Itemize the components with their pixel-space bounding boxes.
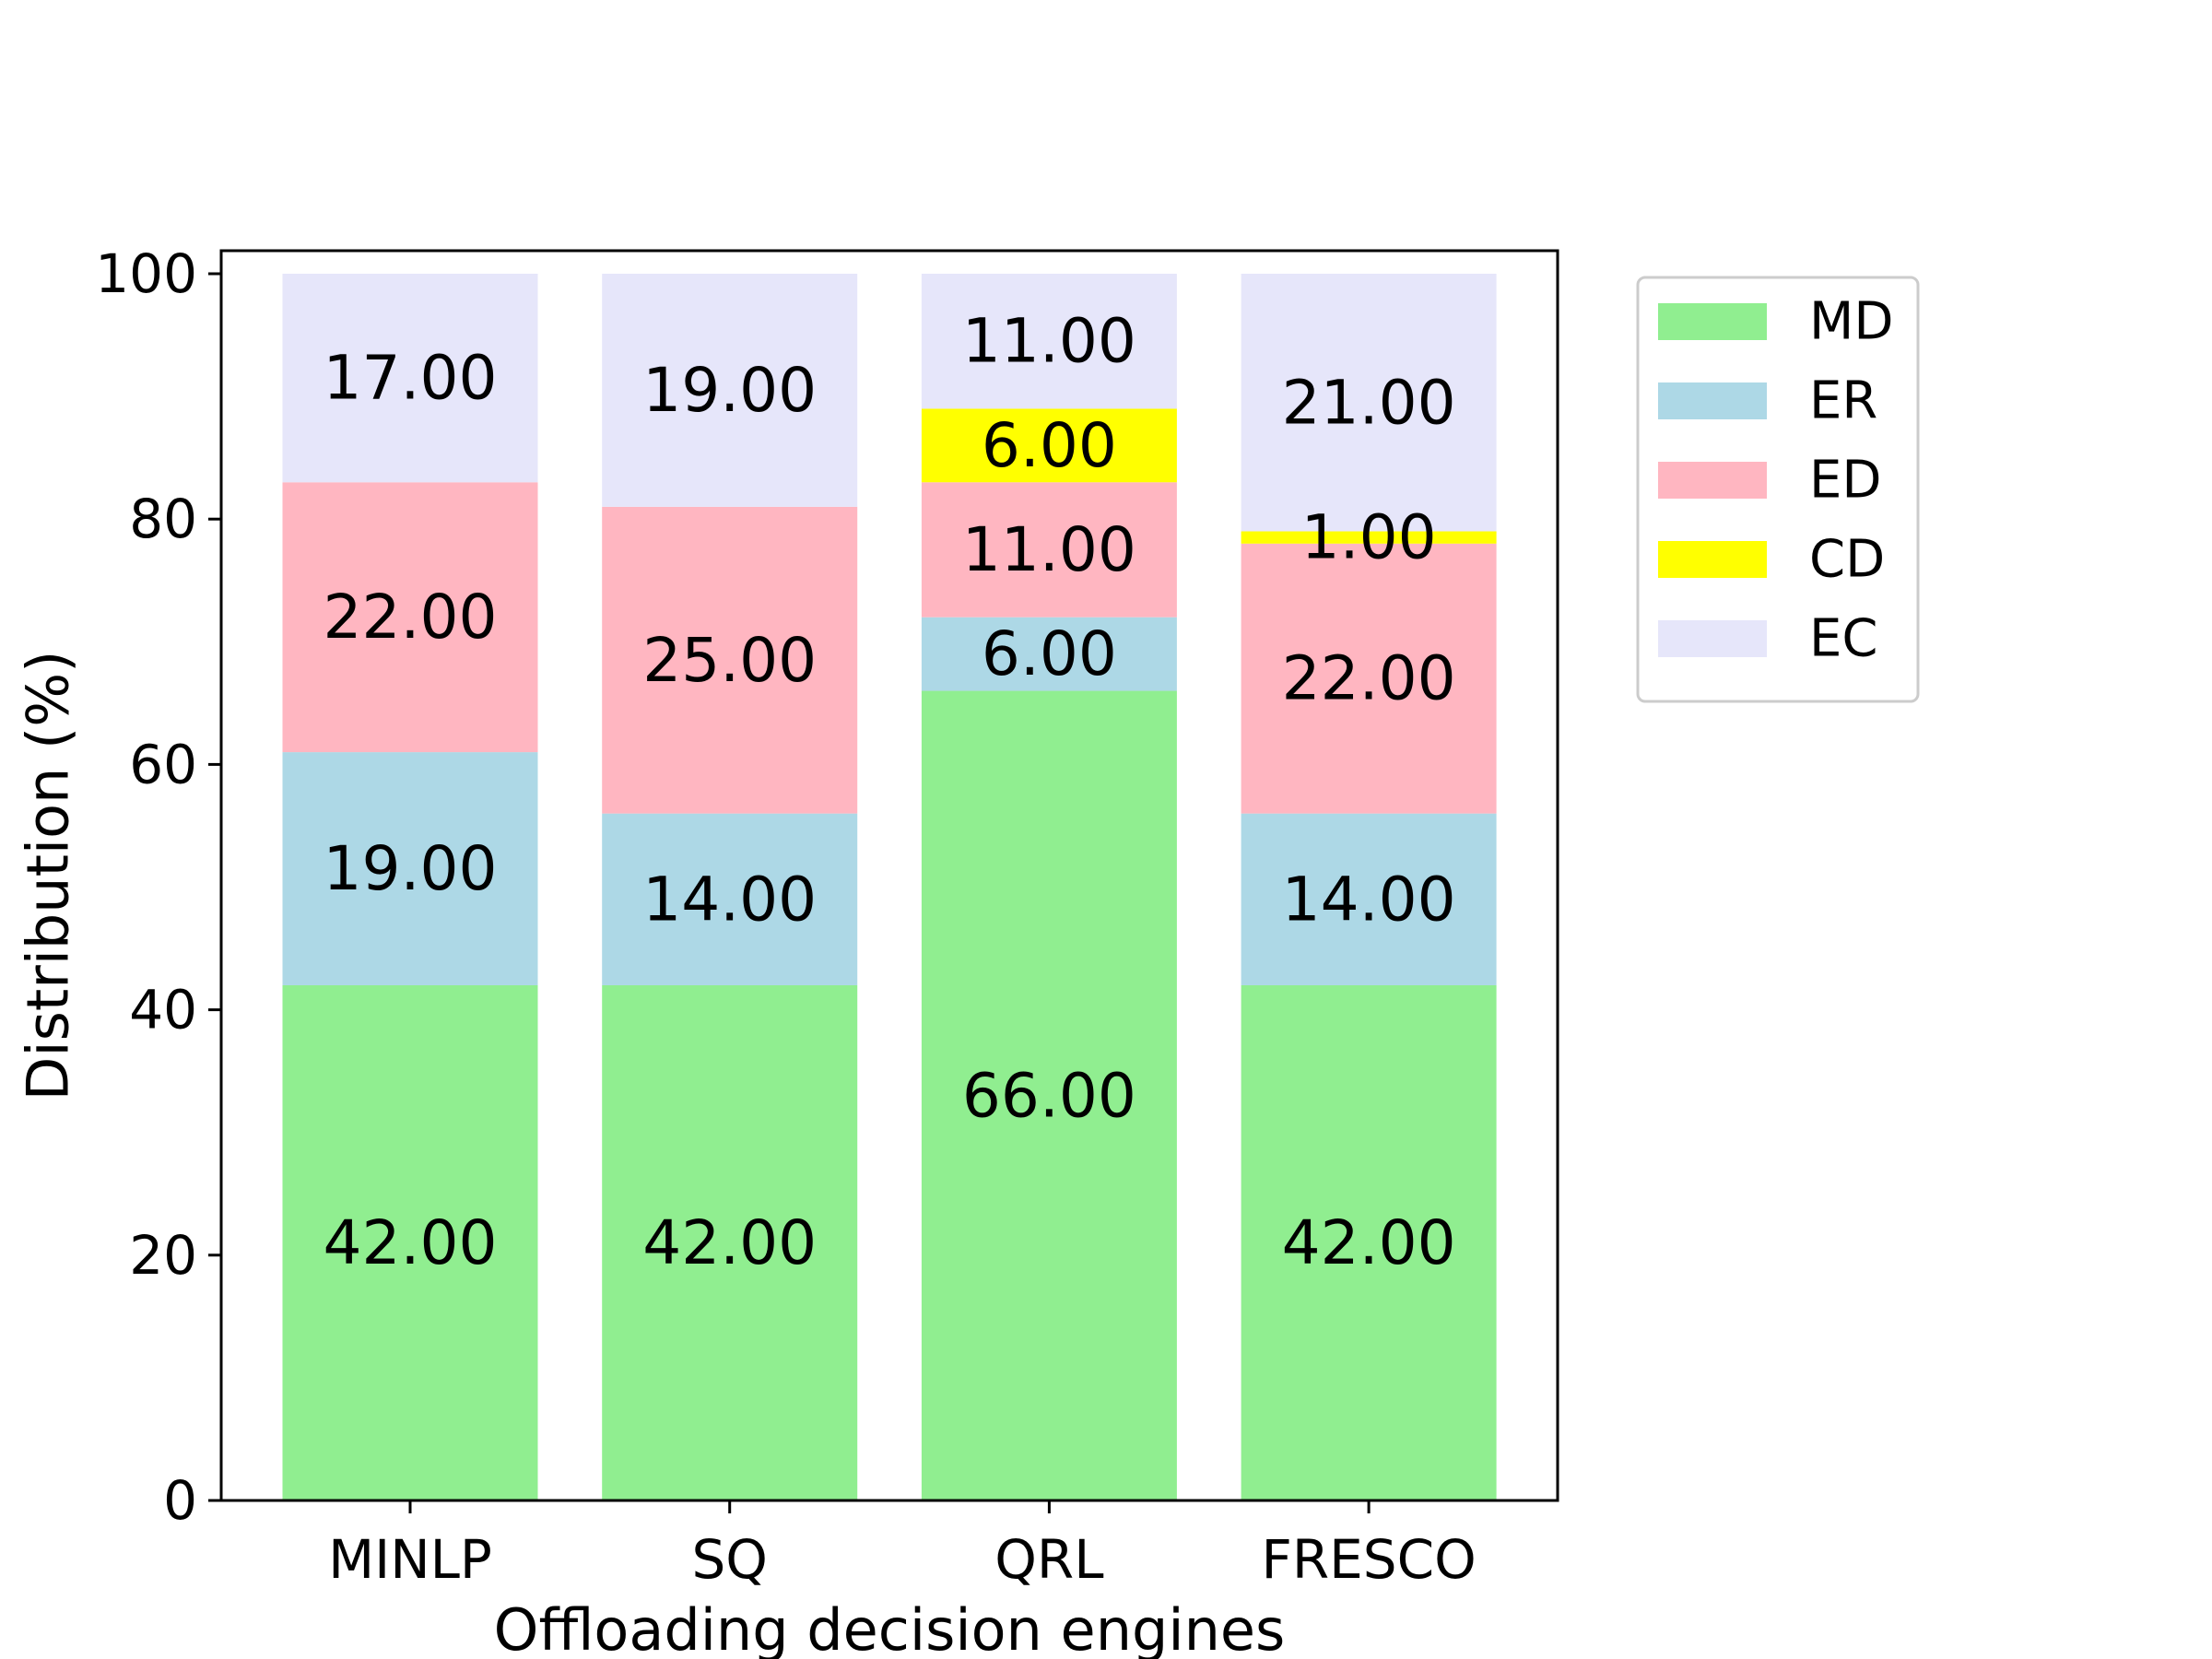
bar-ed-sq bbox=[602, 506, 858, 814]
data-label-er-qrl: 6.00 bbox=[982, 618, 1117, 689]
bar-ec-sq bbox=[602, 274, 858, 507]
data-label-md-sq: 42.00 bbox=[642, 1207, 817, 1278]
bar-er-sq bbox=[602, 813, 858, 985]
data-label-cd-fresco: 1.00 bbox=[1301, 502, 1437, 573]
bar-md-fresco bbox=[1241, 984, 1497, 1500]
legend-swatch-ec bbox=[1658, 620, 1767, 657]
x-axis: MINLP SQ QRL FRESCO bbox=[328, 1500, 1477, 1591]
legend-label-md: MD bbox=[1809, 292, 1893, 352]
data-label-cd-qrl: 6.00 bbox=[982, 410, 1117, 481]
bar-md-minlp bbox=[282, 984, 538, 1500]
legend-swatch-er bbox=[1658, 382, 1767, 419]
bar-er-fresco bbox=[1241, 813, 1497, 985]
legend-swatch-cd bbox=[1658, 541, 1767, 578]
y-tick-label: 100 bbox=[95, 242, 197, 305]
data-label-md-fresco: 42.00 bbox=[1282, 1207, 1456, 1278]
legend-label-ed: ED bbox=[1809, 451, 1882, 511]
data-labels-layer: 42.00 19.00 22.00 17.00 42.00 14.00 25.00 19.00… bbox=[324, 306, 1456, 1278]
x-tick-label-minlp: MINLP bbox=[328, 1528, 492, 1591]
x-tick-label-sq: SQ bbox=[691, 1528, 767, 1591]
legend-label-ec: EC bbox=[1809, 609, 1877, 669]
data-label-ed-minlp: 22.00 bbox=[324, 582, 498, 653]
data-label-ec-minlp: 17.00 bbox=[324, 343, 498, 414]
data-label-ec-qrl: 11.00 bbox=[962, 306, 1136, 377]
bar-ec-qrl bbox=[921, 274, 1177, 409]
legend: MD ER ED CD EC bbox=[1636, 276, 1920, 703]
data-label-ed-fresco: 22.00 bbox=[1282, 643, 1456, 714]
y-tick-label: 20 bbox=[129, 1224, 197, 1287]
data-label-ed-sq: 25.00 bbox=[642, 625, 817, 696]
bar-er-qrl bbox=[921, 617, 1177, 691]
data-label-ec-fresco: 21.00 bbox=[1282, 367, 1456, 438]
data-label-er-minlp: 19.00 bbox=[324, 833, 498, 904]
legend-label-cd: CD bbox=[1809, 530, 1885, 590]
y-tick-label: 40 bbox=[129, 979, 197, 1041]
bar-ec-fresco bbox=[1241, 274, 1497, 532]
y-tick-label: 80 bbox=[129, 488, 197, 550]
x-axis-title: Offloading decision engines bbox=[494, 1596, 1286, 1659]
bars-layer bbox=[282, 274, 1497, 1500]
plot-frame bbox=[219, 249, 1559, 1502]
x-tick-label-qrl: QRL bbox=[994, 1528, 1103, 1591]
bar-ed-qrl bbox=[921, 482, 1177, 618]
bar-md-sq bbox=[602, 984, 858, 1500]
y-tick-label: 0 bbox=[163, 1469, 197, 1532]
legend-swatch-md bbox=[1658, 303, 1767, 340]
bar-ec-minlp bbox=[282, 274, 538, 483]
data-label-ed-qrl: 11.00 bbox=[962, 514, 1136, 585]
bar-cd-fresco bbox=[1241, 531, 1497, 544]
data-label-md-qrl: 66.00 bbox=[962, 1060, 1136, 1131]
bar-md-qrl bbox=[921, 690, 1177, 1500]
bar-ed-fresco bbox=[1241, 543, 1497, 814]
y-tick-label: 60 bbox=[129, 733, 197, 795]
bar-er-minlp bbox=[282, 752, 538, 985]
legend-label-er: ER bbox=[1809, 371, 1877, 431]
data-label-ec-sq: 19.00 bbox=[642, 355, 817, 426]
x-tick-label-fresco: FRESCO bbox=[1261, 1528, 1476, 1591]
data-label-er-fresco: 14.00 bbox=[1282, 864, 1456, 935]
bar-cd-qrl bbox=[921, 408, 1177, 483]
bar-ed-minlp bbox=[282, 482, 538, 753]
data-label-er-sq: 14.00 bbox=[642, 864, 817, 935]
data-label-md-minlp: 42.00 bbox=[324, 1207, 498, 1278]
legend-swatch-ed bbox=[1658, 462, 1767, 499]
y-axis-title: Distribution (%) bbox=[15, 651, 82, 1101]
y-axis: 0 20 40 60 80 100 bbox=[95, 242, 221, 1532]
